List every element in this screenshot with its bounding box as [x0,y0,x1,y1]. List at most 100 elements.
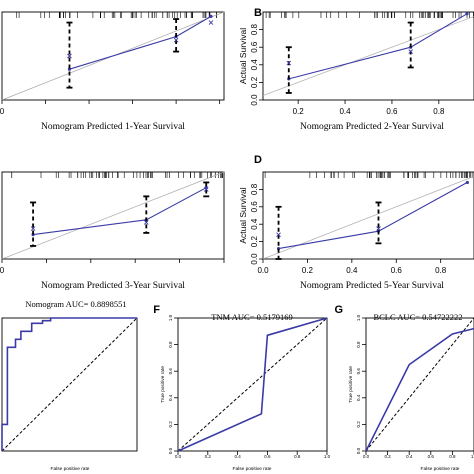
x-axis-label: Nomogram Predicted 2-Year Survival [300,122,444,132]
y-axis-label: True positive rate [160,366,166,403]
ideal-line [1,171,225,260]
y-tick-label: 0.4 [356,394,361,401]
panel-label: B [254,7,262,19]
chart-title: Nomogram AUC= 0.8898551 [25,299,126,309]
x-tick-label: 0.2 [293,107,305,116]
y-tick-label: 0.6 [168,368,173,375]
y-tick-label: 0.4 [168,394,173,401]
y-tick-label: 0.8 [250,23,259,35]
panel-c: 0 Nomogram Predicted 3-Year Survival [0,171,225,291]
panel-d: D 0.0 0.2 0.4 0.6 0.8 0.0 0.2 0.4 0.6 0.8 Nomogram … [238,154,474,291]
ideal-marker [208,20,214,25]
panel-f: F TNM AUC= 0.5179169 0.0 0.2 0.4 0.6 0.8 1.0 0.0… [153,304,330,472]
y-tick-label: 0.0 [250,94,259,106]
panel-label: D [254,154,262,166]
ideal-marker [286,60,292,66]
x-axis-label: False positive rate [421,466,460,472]
series-line [33,187,207,236]
chart-title: BCLC AUC= 0.54722222 [373,312,462,322]
panel-b: B 0.2 0.4 0.6 0.8 0.0 0.2 0.4 0.6 0.8 Nomogram Pre… [238,7,474,132]
plot-frame [1,11,225,101]
x-tick-label: 0.6 [391,266,403,275]
plot-frame [262,171,474,260]
y-tick-label: 0.2 [250,235,259,247]
y-tick-label: 0.0 [168,447,173,454]
series-line [1,317,137,451]
x-tick-label: 0.6 [264,454,271,459]
ideal-marker [143,220,149,225]
series-line [288,13,468,80]
reference-diagonal [177,317,328,452]
x-tick-label: 0.4 [406,454,413,459]
ideal-marker [30,226,36,231]
x-tick-label: 0 [0,107,5,116]
y-tick-label: 1.0 [168,314,173,321]
x-tick-label: 0.0 [175,454,182,459]
y-tick-label: 0.4 [250,218,259,230]
y-tick-label: 0.6 [250,201,259,213]
panel-label: G [334,304,343,316]
x-tick-label: 0.6 [386,107,398,116]
ideal-line [262,176,474,260]
y-tick-label: 0.2 [356,421,361,428]
x-tick-label: 0.4 [346,266,358,275]
ideal-marker [173,37,179,43]
plot-frame [1,171,225,260]
x-tick-label: 0.8 [449,454,456,459]
x-tick-label: 0.2 [205,454,212,459]
ideal-line [262,16,474,96]
reference-diagonal [1,317,138,452]
x-tick-label: 0.0 [363,454,370,459]
series-line [278,181,468,250]
y-tick-label: 0.8 [250,183,259,195]
y-axis-label: True positive rate [348,366,354,403]
y-tick-label: 0.0 [250,253,259,265]
chart-title: TNM AUC= 0.5179169 [211,312,293,322]
y-axis-label: Actual Survival [238,187,248,243]
x-tick-label: 0.4 [339,107,351,116]
plot-frame [365,317,474,452]
x-tick-label: 0.2 [384,454,391,459]
y-tick-label: 0.2 [168,421,173,428]
plot-frame [177,317,328,452]
x-axis-label: Nomogram Predicted 1-Year Survival [41,122,185,132]
ideal-marker [67,53,72,59]
x-tick-label: 0.2 [302,266,314,275]
x-axis-label: Nomogram Predicted 5-Year Survival [300,281,444,291]
data-point [465,12,469,16]
series-line [69,15,212,70]
x-tick-label: 0 [0,266,5,275]
data-point [209,14,213,18]
y-tick-label: 1.0 [356,314,361,321]
reference-diagonal [365,317,474,452]
ideal-marker [408,49,414,54]
y-tick-label: 0.0 [356,447,361,454]
panel-e: Nomogram AUC= 0.8898551 False positive ra… [1,299,138,472]
y-tick-label: 0.8 [356,341,361,348]
y-tick-label: 0.4 [250,59,259,71]
panel-label: F [153,304,160,316]
series-line [365,327,474,452]
ideal-marker [376,226,381,231]
x-tick-label: 0.8 [294,454,301,459]
ideal-marker [203,187,209,192]
x-tick-label: 1.0 [471,454,474,459]
x-tick-label: 0.0 [257,266,269,275]
x-tick-label: 0.6 [428,454,435,459]
x-tick-label: 1.0 [324,454,331,459]
plot-frame [262,11,474,101]
x-tick-label: 0.8 [433,107,445,116]
series-line [177,317,328,452]
x-tick-label: 0.8 [435,266,447,275]
y-tick-label: 0.6 [250,41,259,53]
data-point [465,180,469,185]
panel-a: 0 Nomogram Predicted 1-Year Survival [0,11,225,132]
ideal-marker [276,232,281,237]
y-axis-label: Actual Survival [238,28,248,84]
y-tick-label: 0.6 [356,368,361,375]
y-tick-label: 0.2 [250,76,259,88]
x-axis-label: False positive rate [233,466,272,472]
x-axis-label: False positive rate [51,466,90,472]
x-axis-label: Nomogram Predicted 3-Year Survival [41,281,185,291]
